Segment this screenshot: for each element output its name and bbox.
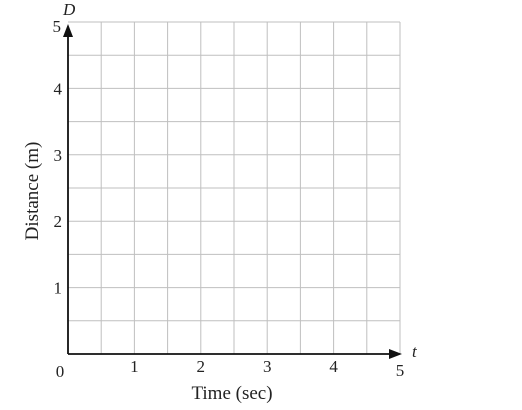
y-tick-label: 1: [54, 279, 63, 298]
y-tick-label: 2: [54, 212, 63, 231]
x-tick-label: 1: [130, 357, 139, 376]
x-tick-label: 5: [396, 361, 405, 380]
y-tick-label: 5: [53, 17, 62, 36]
x-axis-variable: t: [412, 342, 418, 361]
y-tick-label: 4: [54, 79, 63, 98]
origin-label: 0: [56, 362, 65, 381]
x-tick-label: 3: [263, 357, 272, 376]
axes: [63, 24, 402, 359]
y-tick-label: 3: [54, 146, 63, 165]
grid: [68, 21, 401, 354]
y-axis-variable: D: [62, 0, 76, 19]
y-axis-arrow: [63, 24, 73, 37]
tick-labels: 1 2 3 4 5 1 2 3 4 5: [53, 17, 405, 380]
x-axis-arrow: [389, 349, 402, 359]
x-tick-label: 2: [197, 357, 206, 376]
y-axis-title: Distance (m): [22, 142, 43, 241]
x-tick-label: 4: [329, 357, 338, 376]
x-axis-title: Time (sec): [191, 383, 272, 404]
